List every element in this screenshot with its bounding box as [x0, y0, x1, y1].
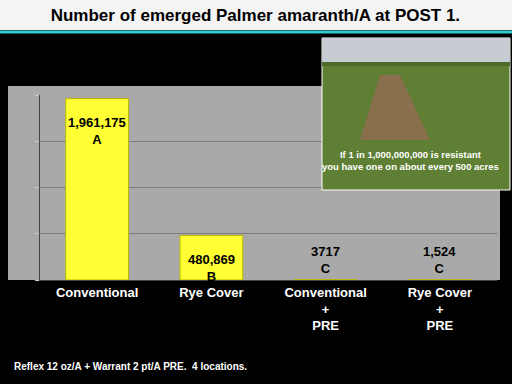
- svg-text:Rye Cover: Rye Cover: [179, 285, 243, 300]
- svg-text:Conventional+PRE: Conventional+PRE: [284, 285, 366, 334]
- svg-text:Rye Cover+PRE: Rye Cover+PRE: [408, 285, 472, 334]
- svg-text:Reflex 12 oz/A + Warrant 2 pt/: Reflex 12 oz/A + Warrant 2 pt/A PRE. 4 l…: [14, 361, 247, 372]
- svg-text:1,524C: 1,524C: [423, 244, 456, 276]
- svg-text:Number of emerged Palmer amara: Number of emerged Palmer amaranth/A at P…: [51, 6, 460, 25]
- svg-text:If 1 in 1,000,000,000 is resis: If 1 in 1,000,000,000 is resistantyou ha…: [322, 149, 499, 172]
- svg-text:Conventional: Conventional: [56, 285, 138, 300]
- svg-text:480,869B: 480,869B: [188, 252, 235, 284]
- svg-text:3717C: 3717C: [311, 244, 340, 276]
- svg-text:1,961,175A: 1,961,175A: [68, 115, 126, 147]
